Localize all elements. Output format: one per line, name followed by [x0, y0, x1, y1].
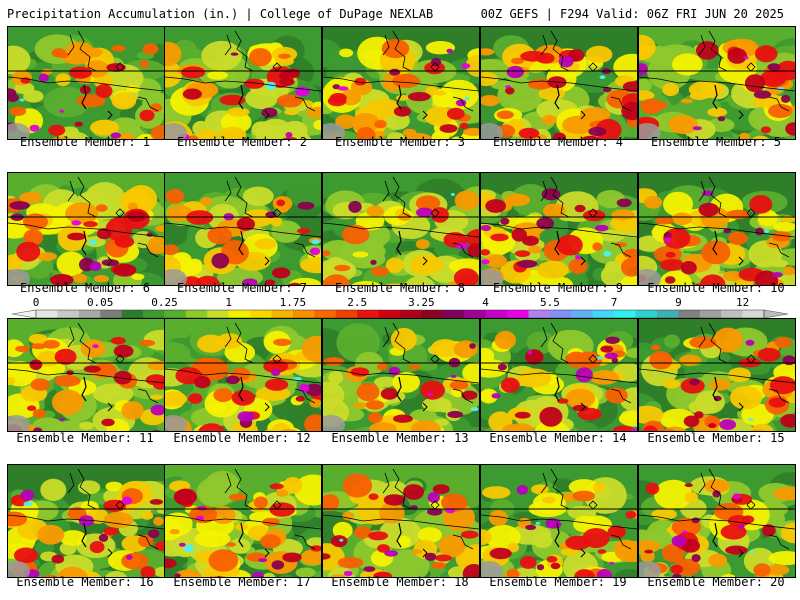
colorbar-arrow-left — [11, 309, 37, 319]
colorbar-tick-label: 1.75 — [280, 296, 307, 309]
colorbar-bin — [228, 310, 251, 318]
colorbar-bin — [614, 310, 636, 318]
colorbar-bin — [271, 310, 294, 318]
ensemble-member-label: Ensemble Member: 18 — [331, 575, 469, 589]
colorbar-bin — [143, 310, 165, 318]
colorbar-tick-label: 7 — [611, 296, 618, 309]
ensemble-member-map — [638, 26, 796, 140]
colorbar-bin — [378, 310, 401, 318]
model-run-info: 00Z GEFS | F294 Valid: 06Z FRI JUN 20 20… — [480, 7, 784, 21]
colorbar-bin — [742, 310, 765, 318]
colorbar-tick-label: 0.25 — [151, 296, 178, 309]
colorbar-bin — [571, 310, 593, 318]
colorbar-tick-label: 0 — [33, 296, 40, 309]
ensemble-member-map — [7, 464, 165, 578]
colorbar-tick-label: 12 — [736, 296, 749, 309]
colorbar-tick-label: 9 — [675, 296, 682, 309]
colorbar-bin — [400, 310, 422, 318]
ensemble-member-label: Ensemble Member: 10 — [647, 281, 785, 295]
colorbar-tick-label: 0.05 — [87, 296, 114, 309]
ensemble-member-label: Ensemble Member: 12 — [173, 431, 311, 445]
ensemble-member-map — [7, 26, 165, 140]
ensemble-member-label: Ensemble Member: 1 — [19, 135, 151, 149]
ensemble-member-label: Ensemble Member: 7 — [176, 281, 308, 295]
ensemble-member-label: Ensemble Member: 8 — [334, 281, 466, 295]
colorbar-bin — [207, 310, 229, 318]
colorbar-tick-label: 3.25 — [408, 296, 435, 309]
ensemble-member-map — [480, 318, 638, 432]
ensemble-member-map — [7, 172, 165, 286]
colorbar-bin — [421, 310, 444, 318]
ensemble-member-map — [322, 26, 480, 140]
colorbar-bin — [507, 310, 529, 318]
ensemble-member-map — [322, 318, 480, 432]
ensemble-member-label: Ensemble Member: 6 — [19, 281, 151, 295]
ensemble-member-map — [164, 26, 322, 140]
colorbar-bin — [121, 310, 144, 318]
ensemble-member-map — [322, 172, 480, 286]
ensemble-member-map — [164, 318, 322, 432]
ensemble-member-label: Ensemble Member: 17 — [173, 575, 311, 589]
colorbar-bin — [357, 310, 379, 318]
colorbar-tick-label: 2.5 — [347, 296, 367, 309]
colorbar-bin — [314, 310, 337, 318]
colorbar-bin — [185, 310, 208, 318]
ensemble-member-map — [638, 464, 796, 578]
colorbar-bin — [678, 310, 701, 318]
ensemble-member-label: Ensemble Member: 20 — [647, 575, 785, 589]
colorbar-bin — [100, 310, 122, 318]
ensemble-member-map — [638, 172, 796, 286]
colorbar-tick-label: 4 — [482, 296, 489, 309]
colorbar-bin — [292, 310, 315, 318]
colorbar-bin — [635, 310, 658, 318]
colorbar-bin — [164, 310, 187, 318]
ensemble-member-label: Ensemble Member: 11 — [16, 431, 154, 445]
colorbar-legend: 0 0.05 0.25 1 1.75 2.5 3.25 4 5.5 7 9 12 — [11, 296, 789, 319]
ensemble-member-map — [164, 464, 322, 578]
colorbar-tick-label: 1 — [225, 296, 232, 309]
colorbar-bin — [36, 310, 58, 318]
colorbar-bin — [250, 310, 272, 318]
colorbar-bin — [656, 310, 679, 318]
ensemble-member-label: Ensemble Member: 19 — [489, 575, 627, 589]
ensemble-member-map — [7, 318, 165, 432]
colorbar-bin — [442, 310, 465, 318]
colorbar-bin — [464, 310, 486, 318]
colorbar-bin — [721, 310, 743, 318]
ensemble-member-label: Ensemble Member: 4 — [492, 135, 624, 149]
colorbar-bin — [57, 310, 80, 318]
ensemble-member-label: Ensemble Member: 3 — [334, 135, 466, 149]
colorbar-bin — [549, 310, 572, 318]
colorbar-bin — [78, 310, 101, 318]
colorbar-tick-label: 5.5 — [540, 296, 560, 309]
colorbar-bin — [335, 310, 358, 318]
colorbar-bin — [592, 310, 615, 318]
ensemble-member-label: Ensemble Member: 14 — [489, 431, 627, 445]
ensemble-member-label: Ensemble Member: 13 — [331, 431, 469, 445]
colorbar-arrow-right — [763, 309, 789, 319]
ensemble-member-label: Ensemble Member: 9 — [492, 281, 624, 295]
colorbar-bin — [485, 310, 508, 318]
colorbar-bin — [528, 310, 551, 318]
ensemble-member-map — [480, 172, 638, 286]
ensemble-member-map — [164, 172, 322, 286]
colorbar-bin — [699, 310, 722, 318]
ensemble-member-label: Ensemble Member: 15 — [647, 431, 785, 445]
ensemble-member-map — [322, 464, 480, 578]
ensemble-member-map — [480, 26, 638, 140]
ensemble-member-label: Ensemble Member: 16 — [16, 575, 154, 589]
ensemble-member-map — [480, 464, 638, 578]
ensemble-member-label: Ensemble Member: 5 — [650, 135, 782, 149]
ensemble-member-label: Ensemble Member: 2 — [176, 135, 308, 149]
page-title: Precipitation Accumulation (in.) | Colle… — [7, 7, 434, 21]
ensemble-member-map — [638, 318, 796, 432]
